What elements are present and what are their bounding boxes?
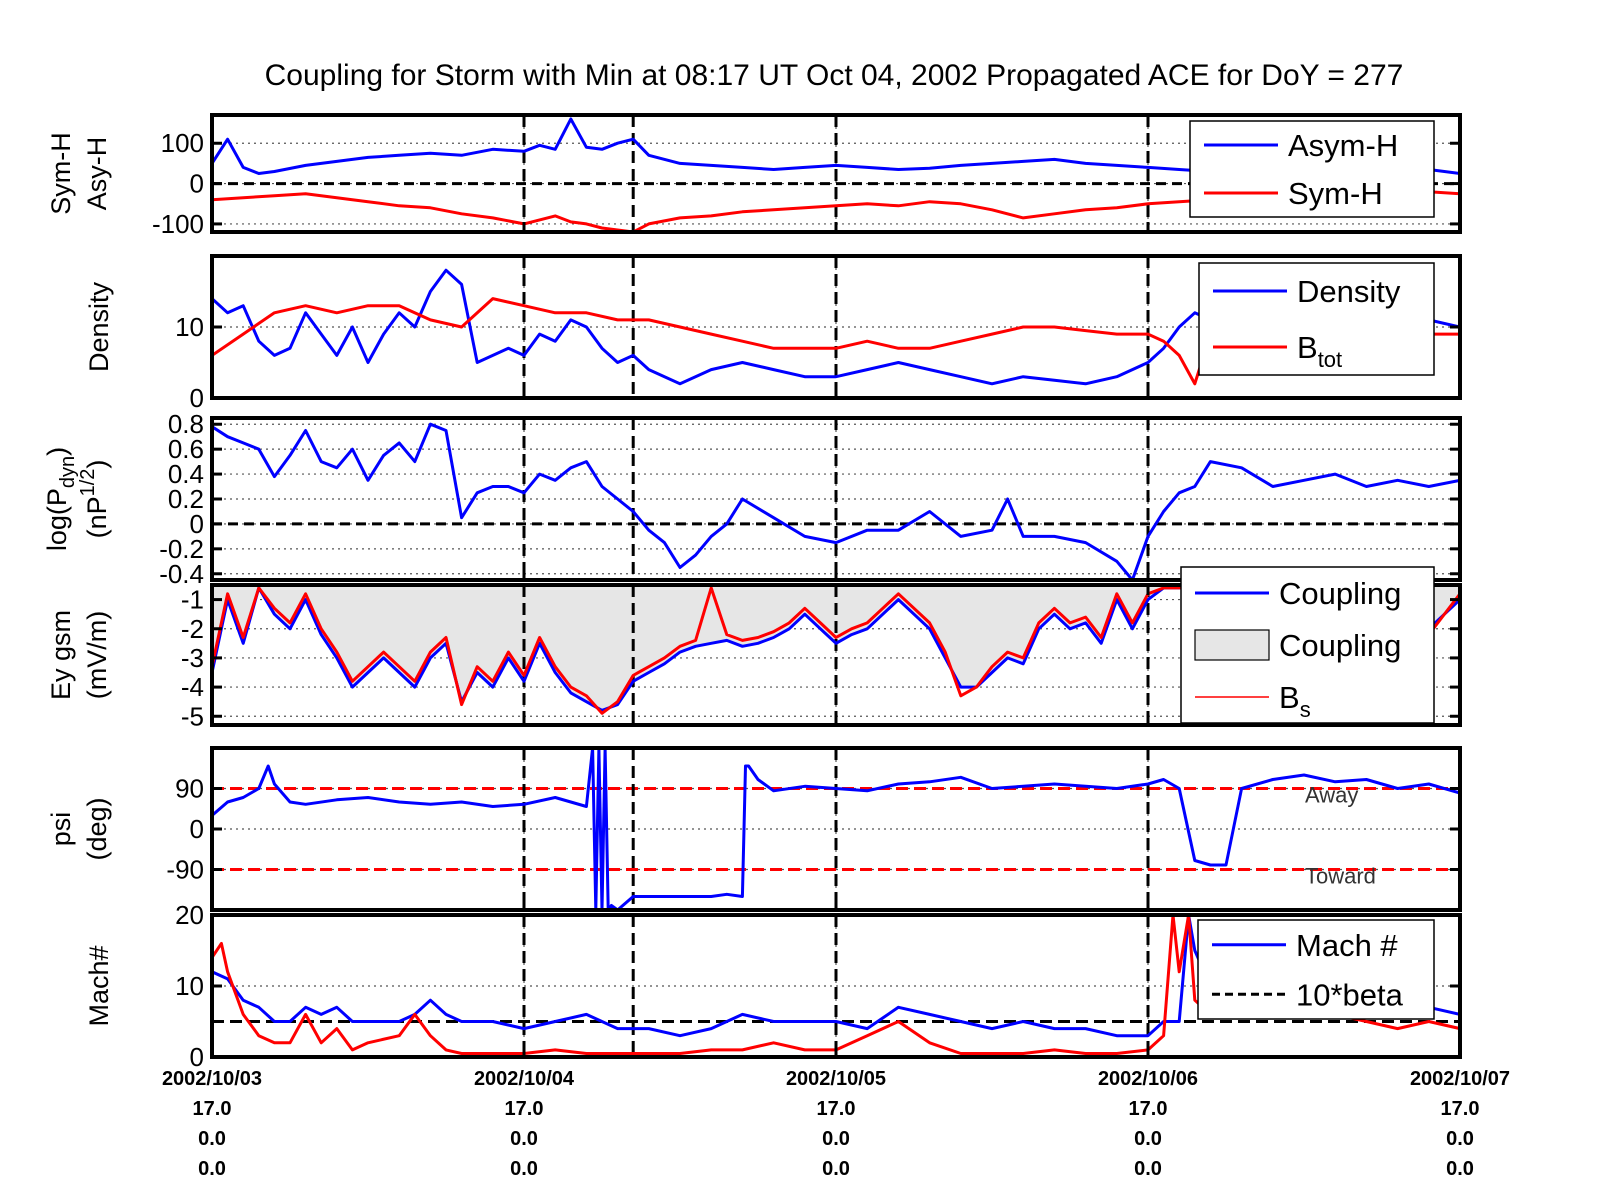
y-tick-label: 0 xyxy=(190,509,204,539)
y-label-main: log(P xyxy=(42,488,72,551)
legend-label-main: B xyxy=(1279,680,1300,715)
y-axis-label-line2: (nP1/2) xyxy=(77,460,112,539)
y-tick-label: 100 xyxy=(161,128,204,158)
series-line-psi-0 xyxy=(212,748,1460,910)
legend-box xyxy=(1197,919,1435,1020)
y-tick-label: 0 xyxy=(190,383,204,413)
legend-box xyxy=(1198,262,1435,376)
y-tick-label: -1 xyxy=(181,585,204,615)
y-tick-label: 0.2 xyxy=(168,484,204,514)
x-tick-date-label: 2002/10/05 xyxy=(786,1068,886,1090)
legend-label-subscript: s xyxy=(1300,697,1311,722)
legend-ey: Coupling Coupling Bs xyxy=(1180,566,1435,724)
x-tick-sublabel: 0.0 xyxy=(510,1158,538,1180)
y-tick-label: 0.4 xyxy=(168,459,204,489)
legend-label: Bs xyxy=(1279,680,1311,722)
y-tick-label: 0 xyxy=(190,814,204,844)
x-tick-date-label: 2002/10/07 xyxy=(1410,1068,1510,1090)
y-tick-label: 0 xyxy=(190,1042,204,1072)
x-tick-sublabel: 0.0 xyxy=(510,1128,538,1150)
y-axis-label-line2: (deg) xyxy=(82,797,112,860)
legend-swatch-fill xyxy=(1194,629,1270,661)
legend-label: 10*beta xyxy=(1296,977,1404,1012)
y-axis-label-line1: Ey gsm xyxy=(46,610,76,700)
y-tick-label: -90 xyxy=(166,855,204,885)
panel-psi: Away Toward -90 0 90 psi (deg) xyxy=(46,746,1462,912)
legend-label: Coupling xyxy=(1279,576,1401,611)
y-axis-label-line1: Sym-H xyxy=(46,132,76,215)
panel-density: 0 10 Density Density Btot xyxy=(84,254,1462,413)
y-tick-label: 10 xyxy=(175,971,204,1001)
y-label-unit: (nP xyxy=(82,496,112,538)
x-tick-date-label: 2002/10/06 xyxy=(1098,1068,1198,1090)
x-tick-sublabel: 0.0 xyxy=(1446,1128,1474,1150)
legend-label: Sym-H xyxy=(1288,176,1383,211)
legend-label: Asym-H xyxy=(1288,128,1398,163)
series-line-ey-0 xyxy=(212,586,1460,712)
y-label-close: ) xyxy=(42,447,72,456)
y-tick-label: -2 xyxy=(181,614,204,644)
series-line-density-0 xyxy=(212,268,1460,386)
x-tick-sublabel: 17.0 xyxy=(817,1098,856,1120)
y-tick-label: 90 xyxy=(175,774,204,804)
y-tick-label: 20 xyxy=(175,900,204,930)
x-axis: 2002/10/03 2002/10/04 2002/10/05 2002/10/06… xyxy=(162,1068,1510,1180)
y-axis-label-line1: psi xyxy=(46,812,76,847)
legend-label: Density xyxy=(1297,274,1401,309)
y-tick-label: 10 xyxy=(175,312,204,342)
y-tick-label: 0.6 xyxy=(168,434,204,464)
legend-label: Coupling xyxy=(1279,628,1401,663)
y-label-subscript: dyn xyxy=(57,456,79,488)
x-tick-sublabel: 17.0 xyxy=(1129,1098,1168,1120)
y-label-superscript: 1/2 xyxy=(77,469,99,497)
x-tick-sublabel: 0.0 xyxy=(822,1128,850,1150)
legend-density: Density Btot xyxy=(1198,262,1435,376)
y-axis-label-line1: log(Pdyn) xyxy=(42,447,79,551)
y-axis-label-line2: Asy-H xyxy=(82,137,112,211)
chart-title: Coupling for Storm with Min at 08:17 UT … xyxy=(265,59,1404,92)
x-tick-sublabel: 0.0 xyxy=(822,1158,850,1180)
y-tick-label: -4 xyxy=(181,672,204,702)
legend-label-subscript: tot xyxy=(1318,347,1342,372)
y-tick-label: -0.2 xyxy=(159,534,204,564)
y-label-unit-close: ) xyxy=(82,460,112,469)
x-tick-sublabel: 17.0 xyxy=(505,1098,544,1120)
x-tick-date-label: 2002/10/04 xyxy=(474,1068,575,1090)
annotation-toward: Toward xyxy=(1305,864,1376,889)
x-tick-date-label: 2002/10/03 xyxy=(162,1068,262,1090)
x-tick-sublabel: 0.0 xyxy=(198,1128,226,1150)
y-tick-label: 0 xyxy=(190,169,204,199)
x-tick-sublabel: 17.0 xyxy=(193,1098,232,1120)
x-tick-sublabel: 0.0 xyxy=(198,1158,226,1180)
x-tick-sublabel: 0.0 xyxy=(1134,1128,1162,1150)
y-axis-label: Density xyxy=(84,281,114,372)
y-tick-label: -0.4 xyxy=(159,559,204,589)
legend-label-main: B xyxy=(1297,330,1318,365)
legend-label: Btot xyxy=(1297,330,1342,372)
x-tick-sublabel: 0.0 xyxy=(1446,1158,1474,1180)
y-tick-label: 0.8 xyxy=(168,409,204,439)
y-axis-label: Mach# xyxy=(84,945,114,1026)
annotation-away: Away xyxy=(1305,783,1358,808)
y-tick-label: -5 xyxy=(181,701,204,731)
legend-mach: Mach # 10*beta xyxy=(1197,919,1435,1020)
legend-label: Mach # xyxy=(1296,928,1398,963)
legend-box xyxy=(1189,120,1435,218)
x-tick-sublabel: 17.0 xyxy=(1441,1098,1480,1120)
y-tick-label: -3 xyxy=(181,643,204,673)
panel-ey: -5-4-3-2-1 Ey gsm (mV/m) Coupling Coupling Bs xyxy=(46,566,1462,731)
y-axis-label-line2: (mV/m) xyxy=(82,611,112,699)
series-line-pdyn-0 xyxy=(212,422,1460,580)
x-tick-sublabel: 0.0 xyxy=(1134,1158,1162,1180)
legend-symh: Asym-H Sym-H xyxy=(1189,120,1435,218)
panel-mach: 0 10 20 Mach# Mach # 10*beta xyxy=(84,900,1462,1072)
y-tick-label: -100 xyxy=(152,209,204,239)
